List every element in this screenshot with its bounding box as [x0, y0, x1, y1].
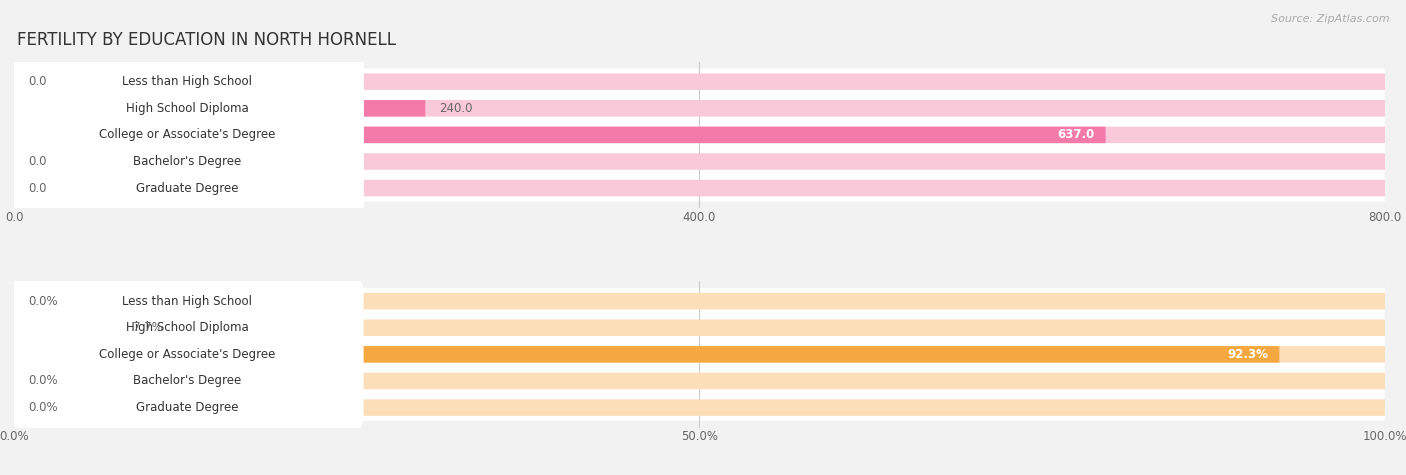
- FancyBboxPatch shape: [11, 28, 364, 295]
- FancyBboxPatch shape: [14, 175, 1385, 201]
- FancyBboxPatch shape: [14, 100, 425, 116]
- FancyBboxPatch shape: [11, 332, 364, 377]
- FancyBboxPatch shape: [11, 0, 364, 242]
- Text: 0.0: 0.0: [28, 75, 46, 88]
- FancyBboxPatch shape: [14, 100, 1385, 116]
- Text: 92.3%: 92.3%: [1227, 348, 1268, 361]
- FancyBboxPatch shape: [14, 74, 1385, 90]
- Text: Graduate Degree: Graduate Degree: [136, 401, 239, 414]
- Text: High School Diploma: High School Diploma: [127, 321, 249, 334]
- FancyBboxPatch shape: [14, 373, 1385, 389]
- Text: High School Diploma: High School Diploma: [127, 102, 249, 115]
- FancyBboxPatch shape: [14, 148, 1385, 175]
- FancyBboxPatch shape: [11, 305, 364, 350]
- FancyBboxPatch shape: [11, 385, 364, 430]
- FancyBboxPatch shape: [11, 359, 364, 403]
- Text: Graduate Degree: Graduate Degree: [136, 181, 239, 195]
- FancyBboxPatch shape: [14, 153, 1385, 170]
- FancyBboxPatch shape: [14, 314, 1385, 341]
- Text: Less than High School: Less than High School: [122, 75, 253, 88]
- Text: 0.0%: 0.0%: [28, 401, 58, 414]
- Text: 637.0: 637.0: [1057, 128, 1095, 142]
- Text: College or Associate's Degree: College or Associate's Degree: [100, 128, 276, 142]
- FancyBboxPatch shape: [14, 122, 1385, 148]
- FancyBboxPatch shape: [14, 288, 1385, 314]
- Text: 0.0: 0.0: [28, 155, 46, 168]
- FancyBboxPatch shape: [14, 95, 1385, 122]
- FancyBboxPatch shape: [14, 68, 1385, 95]
- Text: Source: ZipAtlas.com: Source: ZipAtlas.com: [1271, 14, 1389, 24]
- Text: FERTILITY BY EDUCATION IN NORTH HORNELL: FERTILITY BY EDUCATION IN NORTH HORNELL: [17, 31, 396, 49]
- FancyBboxPatch shape: [14, 368, 1385, 394]
- FancyBboxPatch shape: [11, 1, 364, 269]
- FancyBboxPatch shape: [11, 279, 364, 323]
- Text: 0.0%: 0.0%: [28, 374, 58, 388]
- FancyBboxPatch shape: [14, 293, 1385, 309]
- FancyBboxPatch shape: [14, 180, 1385, 196]
- Text: Bachelor's Degree: Bachelor's Degree: [134, 155, 242, 168]
- Text: 240.0: 240.0: [439, 102, 472, 115]
- Text: 7.7%: 7.7%: [134, 321, 163, 334]
- FancyBboxPatch shape: [14, 341, 1385, 368]
- FancyBboxPatch shape: [14, 399, 1385, 416]
- FancyBboxPatch shape: [14, 394, 1385, 421]
- FancyBboxPatch shape: [14, 127, 1105, 143]
- Text: 0.0: 0.0: [28, 181, 46, 195]
- FancyBboxPatch shape: [14, 127, 1385, 143]
- FancyBboxPatch shape: [14, 320, 1385, 336]
- Text: Bachelor's Degree: Bachelor's Degree: [134, 374, 242, 388]
- FancyBboxPatch shape: [14, 320, 120, 336]
- FancyBboxPatch shape: [11, 54, 364, 322]
- Text: College or Associate's Degree: College or Associate's Degree: [100, 348, 276, 361]
- FancyBboxPatch shape: [11, 0, 364, 216]
- FancyBboxPatch shape: [14, 346, 1279, 362]
- FancyBboxPatch shape: [14, 346, 1385, 362]
- Text: 0.0%: 0.0%: [28, 294, 58, 308]
- Text: Less than High School: Less than High School: [122, 294, 253, 308]
